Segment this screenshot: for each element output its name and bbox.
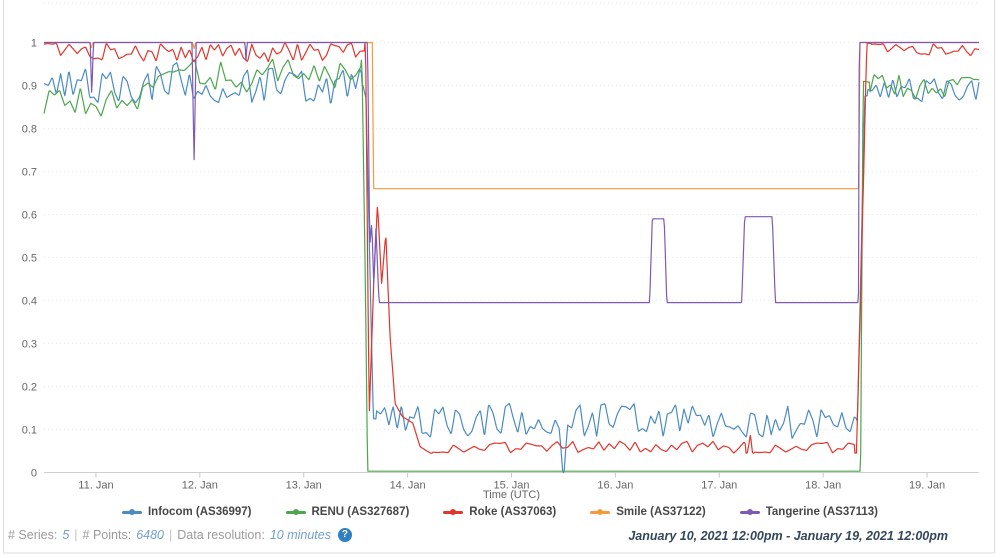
y-axis-tick-label: 0.6 (22, 210, 37, 222)
resolution-label: Data resolution: (177, 528, 265, 542)
legend-item-renu[interactable]: RENU (AS327687) (285, 506, 410, 518)
x-axis-tick-label: 19. Jan (909, 480, 945, 492)
legend-item-infocom[interactable]: Infocom (AS36997) (121, 506, 252, 518)
series-line-infocom[interactable] (43, 62, 980, 474)
y-axis-tick-label: 0.4 (22, 296, 37, 308)
x-axis-tick-label: 17. Jan (701, 480, 737, 492)
legend-item-roke[interactable]: Roke (AS37063) (443, 506, 556, 518)
legend-item-smile[interactable]: Smile (AS37122) (590, 506, 706, 518)
series-line-roke[interactable] (43, 41, 980, 454)
legend-marker-icon (443, 508, 464, 516)
y-axis-tick-label: 0.1 (22, 425, 37, 437)
legend-marker-icon (590, 508, 611, 516)
y-axis-tick-label: 0.5 (22, 253, 37, 265)
y-axis-tick-label: 1 (31, 38, 37, 50)
legend-label: Smile (AS37122) (616, 506, 706, 518)
series-count-value: 5 (62, 528, 70, 542)
series-line-renu[interactable] (43, 58, 980, 472)
y-axis-tick-label: 0.9 (22, 81, 37, 93)
y-axis-tick-label: 0.3 (22, 339, 37, 351)
legend-marker-icon (739, 508, 760, 516)
legend-marker-icon (121, 508, 142, 516)
legend-label: RENU (AS327687) (311, 506, 410, 518)
legend-label: Tangerine (AS37113) (765, 506, 879, 518)
help-icon[interactable]: ? (337, 528, 352, 542)
x-axis-tick-label: 18. Jan (805, 480, 841, 492)
x-axis-tick-label: 14. Jan (390, 480, 426, 492)
legend-label: Roke (AS37063) (469, 506, 557, 518)
legend-item-tangerine[interactable]: Tangerine (AS37113) (739, 506, 879, 518)
x-axis-title: Time (UTC) (482, 489, 541, 501)
chart-legend: Infocom (AS36997) RENU (AS327687) Roke (AS… (0, 506, 1000, 518)
x-axis-tick-label: 13. Jan (286, 480, 322, 492)
separator: | (74, 528, 78, 542)
points-count-label: # Points: (82, 528, 132, 542)
resolution-value: 10 minutes (269, 528, 331, 542)
series-line-smile[interactable] (44, 41, 979, 190)
date-range: January 10, 2021 12:00pm - January 19, 2… (628, 529, 948, 543)
x-axis-tick-label: 15. Jan (493, 480, 529, 492)
y-axis-tick-label: 0.2 (22, 382, 37, 394)
y-axis-tick-label: 0.8 (22, 124, 37, 136)
x-axis-tick-label: 12. Jan (182, 480, 218, 492)
series-count-label: # Series: (8, 528, 58, 542)
chart-metadata: # Series: 5 | # Points: 6480 | Data reso… (8, 528, 352, 542)
legend-label: Infocom (AS36997) (147, 506, 252, 518)
series-line-tangerine[interactable] (44, 41, 979, 304)
x-axis-tick-label: 11. Jan (78, 480, 113, 492)
legend-marker-icon (285, 508, 306, 516)
x-axis-tick-label: 16. Jan (597, 480, 633, 492)
points-count-value: 6480 (136, 528, 164, 542)
y-axis-tick-label: 0.7 (22, 167, 37, 179)
y-axis-tick-label: 0 (31, 468, 37, 480)
separator: | (169, 528, 173, 542)
